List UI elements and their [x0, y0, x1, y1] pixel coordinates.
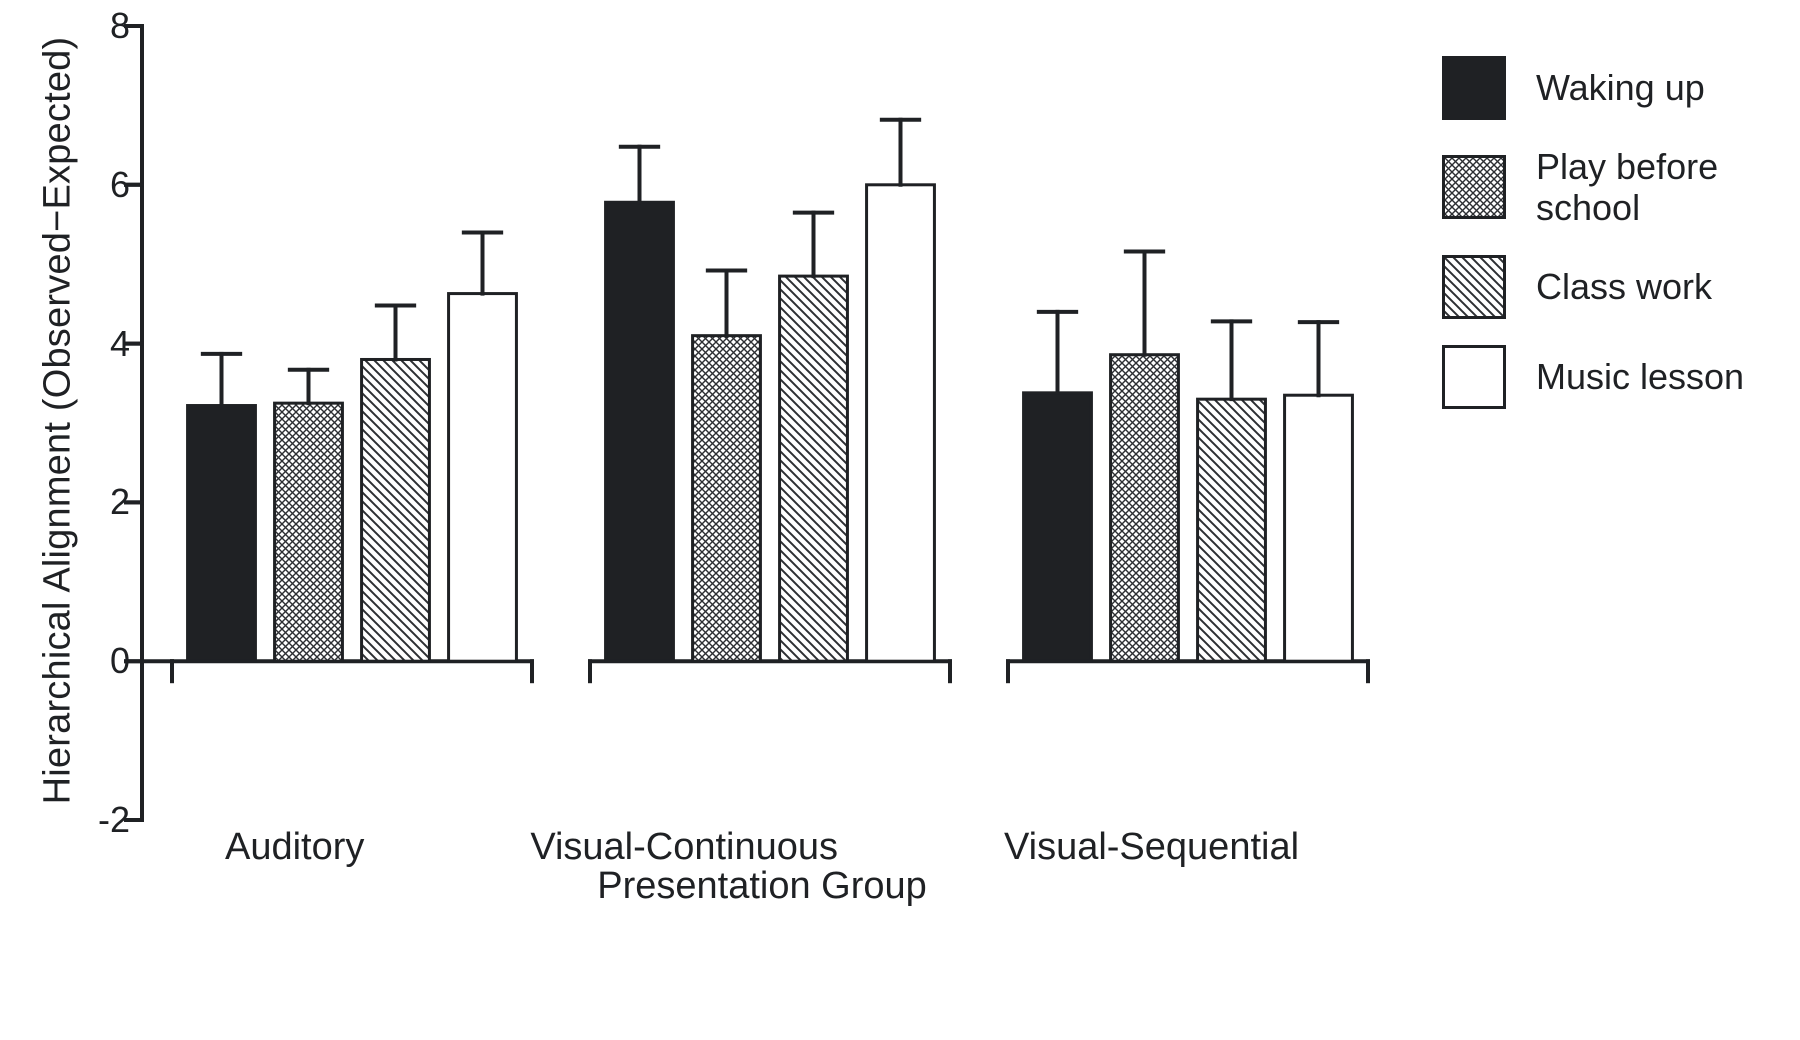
- y-axis-label: Hierarchical Alignment (Observed−Expecte…: [37, 36, 80, 804]
- bar: [1198, 399, 1266, 661]
- legend-label: Class work: [1536, 266, 1712, 307]
- bar: [449, 294, 517, 662]
- x-group-label: Visual-Continuous: [530, 826, 838, 869]
- bar: [188, 406, 256, 662]
- yticks-plot-row: -202468: [86, 20, 1382, 820]
- plot-area: [142, 20, 1382, 820]
- x-group-labels: Auditory Visual-Continuous Visual-Sequenti…: [142, 826, 1382, 869]
- chart-body: -202468 Auditory Visual-Continuous Visual-…: [86, 20, 1382, 908]
- bar: [362, 359, 430, 661]
- x-axis-labels: Auditory Visual-Continuous Visual-Sequenti…: [142, 826, 1382, 908]
- bar: [867, 185, 935, 661]
- figure-root: Hierarchical Alignment (Observed−Expecte…: [0, 0, 1800, 928]
- x-axis-title: Presentation Group: [142, 865, 1382, 908]
- legend: Waking up Play beforeschool Class work Musi…: [1442, 56, 1744, 409]
- bar: [606, 202, 674, 661]
- chart-shell: Hierarchical Alignment (Observed−Expecte…: [30, 20, 1382, 908]
- legend-item: Waking up: [1442, 56, 1744, 120]
- legend-item: Music lesson: [1442, 345, 1744, 409]
- bar: [1111, 355, 1179, 661]
- legend-swatch: [1442, 56, 1506, 120]
- legend-swatch: [1442, 255, 1506, 319]
- legend-item: Play beforeschool: [1442, 146, 1744, 229]
- bar: [693, 336, 761, 662]
- legend-label: Waking up: [1536, 67, 1705, 108]
- bar: [1285, 395, 1353, 661]
- x-group-label: Auditory: [225, 826, 364, 869]
- bar: [1024, 393, 1092, 661]
- legend-label: Play beforeschool: [1536, 146, 1718, 229]
- legend-swatch: [1442, 345, 1506, 409]
- bar: [780, 276, 848, 661]
- legend-swatch: [1442, 155, 1506, 219]
- x-group-label: Visual-Sequential: [1004, 826, 1299, 869]
- y-axis-ticks: -202468: [86, 20, 142, 820]
- legend-item: Class work: [1442, 255, 1744, 319]
- bar: [275, 403, 343, 661]
- y-axis-label-wrap: Hierarchical Alignment (Observed−Expecte…: [30, 20, 86, 820]
- legend-label: Music lesson: [1536, 356, 1744, 397]
